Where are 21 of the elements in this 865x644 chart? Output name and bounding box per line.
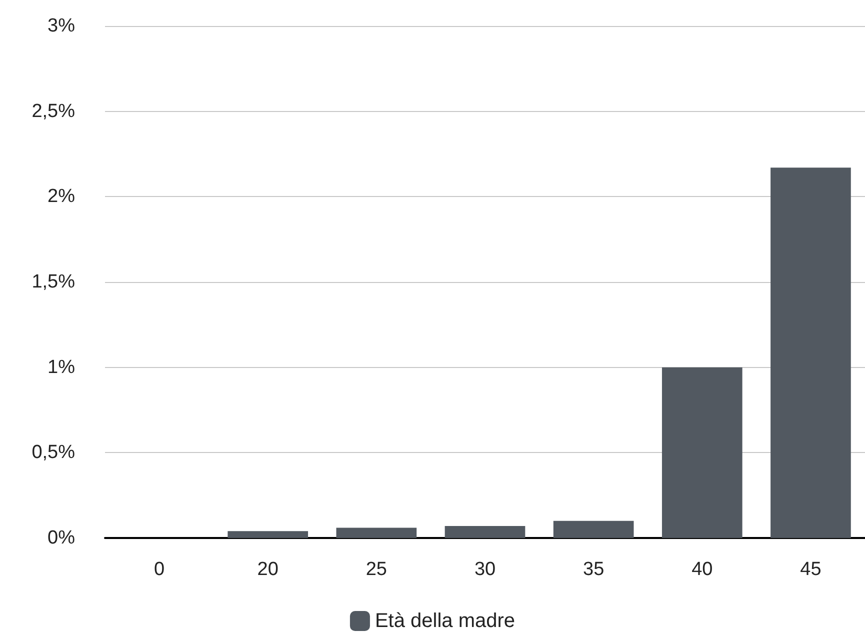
y-tick-label: 1% [48,356,76,378]
x-tick-label: 30 [474,559,496,580]
bar [553,520,634,538]
y-tick-label: 2,5% [32,100,76,122]
bar [336,528,417,538]
legend-label: Età della madre [374,610,516,632]
x-tick-label: 40 [692,559,713,580]
x-tick-label: 25 [366,559,387,580]
y-tick-label: 0% [48,528,76,548]
y-tick-label: 0,5% [32,442,76,464]
y-tick-label: 2% [48,186,76,208]
x-tick-label: 0 [154,559,165,580]
bar [444,526,526,538]
bar [770,168,851,538]
x-tick-label: 45 [800,559,822,580]
x-tick-label: 20 [257,559,278,580]
x-tick-label: 35 [583,559,604,580]
bar [662,367,742,538]
bar [228,531,308,538]
y-tick-label: 3% [48,16,76,36]
y-tick-label: 1,5% [32,272,76,292]
